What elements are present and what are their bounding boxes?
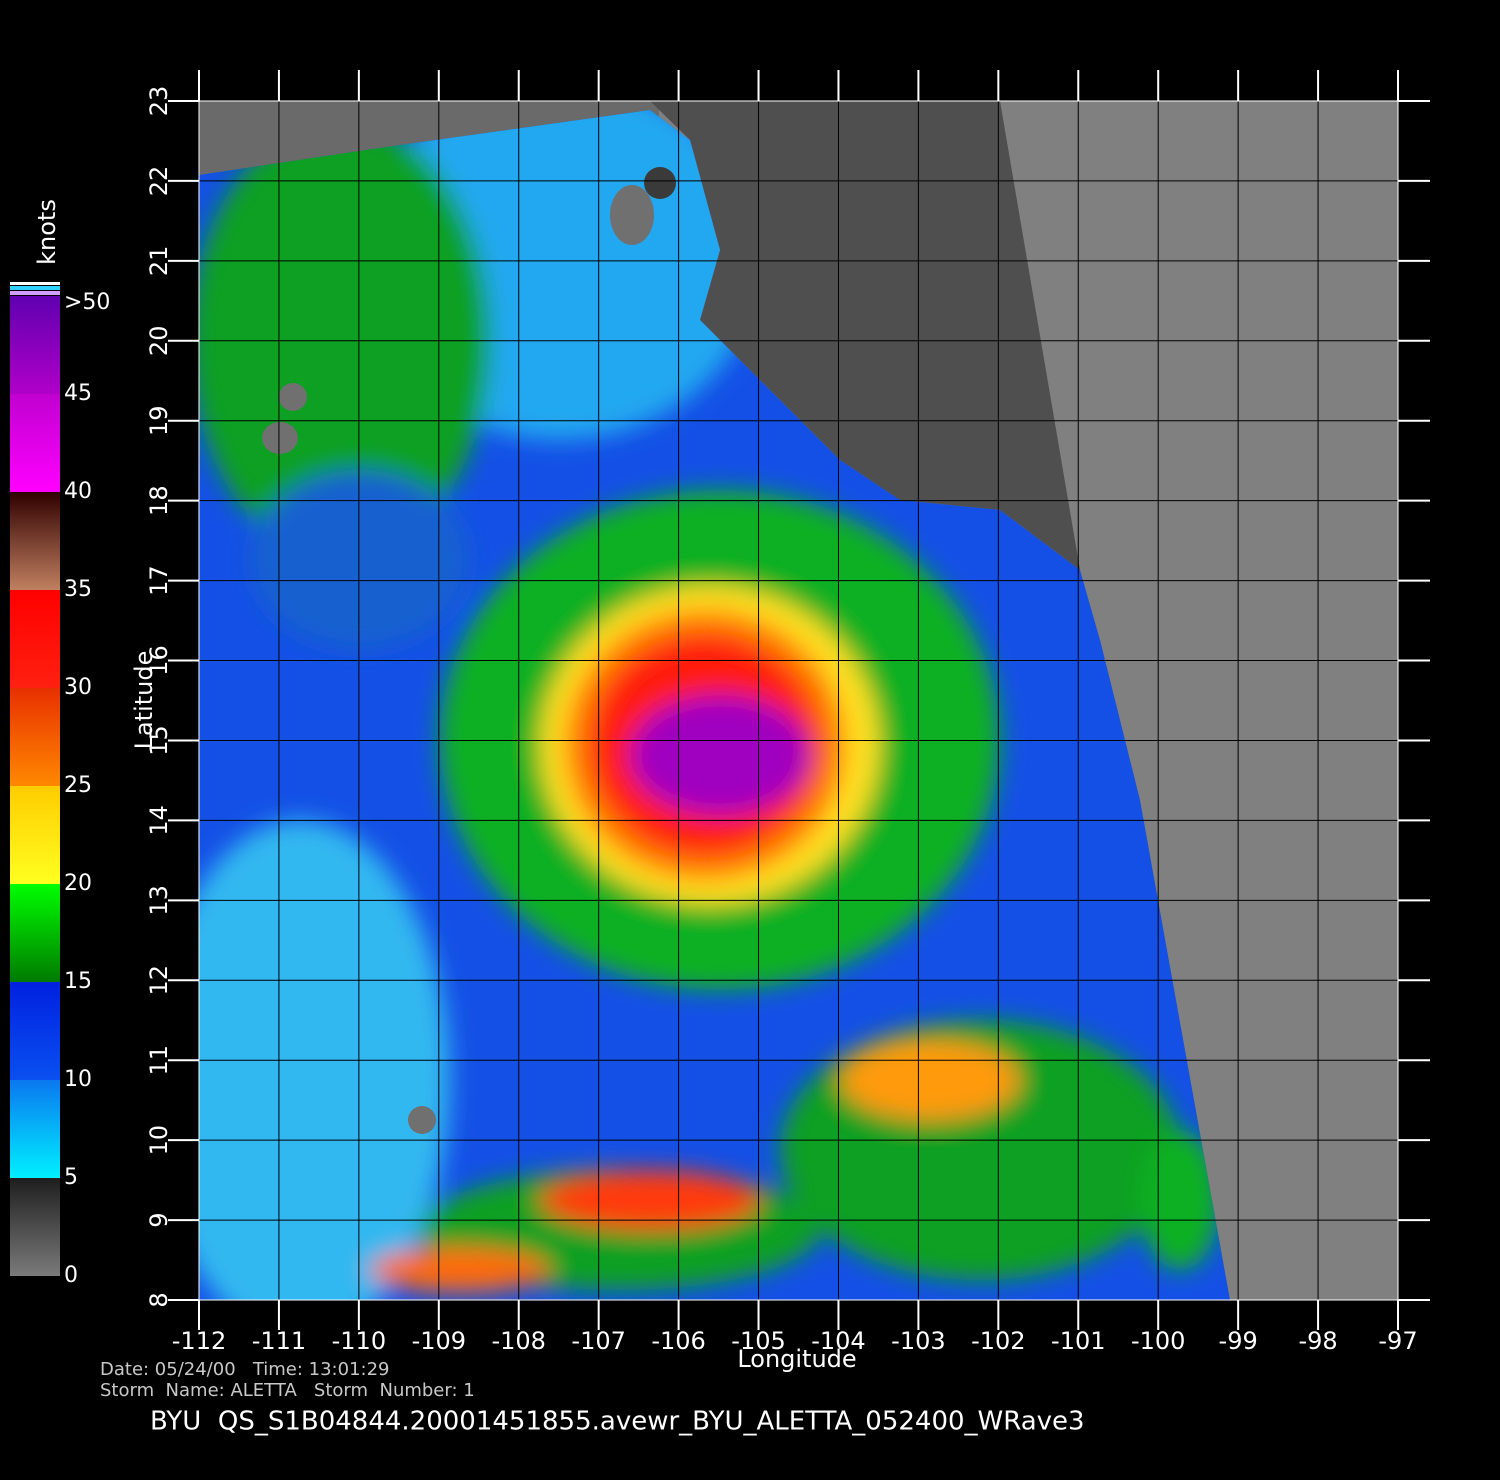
- x-tick-label: -103: [891, 1327, 945, 1355]
- y-tick-label: 10: [145, 1125, 173, 1156]
- colorbar-label: 45: [64, 381, 92, 406]
- colorbar-segment: [10, 884, 60, 982]
- x-tick-label: -108: [491, 1327, 545, 1355]
- y-tick-label: 19: [145, 405, 173, 436]
- date-line: Date: 05/24/00 Time: 13:01:29: [100, 1359, 390, 1380]
- file-title: BYU QS_S1B04844.20001451855.avewr_BYU_AL…: [150, 1407, 1085, 1437]
- x-tick-label: -105: [731, 1327, 785, 1355]
- colorbar-segment: [10, 688, 60, 786]
- y-tick-label: 21: [145, 246, 173, 277]
- colorbar-label: 15: [64, 969, 92, 994]
- x-axis-label: Longitude: [737, 1345, 856, 1373]
- x-tick-label: -112: [172, 1327, 226, 1355]
- x-tick-label: -111: [252, 1327, 306, 1355]
- y-axis-label: Latitude: [130, 651, 158, 750]
- colorbar-segment: [10, 786, 60, 884]
- colorbar-cap: [10, 286, 60, 290]
- x-tick-label: -107: [571, 1327, 625, 1355]
- x-tick-label: -100: [1131, 1327, 1185, 1355]
- map-image: [199, 101, 1398, 1300]
- colorbar-segment: [10, 590, 60, 688]
- x-tick-label: -101: [1051, 1327, 1105, 1355]
- y-tick-label: 23: [145, 86, 173, 117]
- y-tick-label: 20: [145, 326, 173, 357]
- y-tick-label: 11: [145, 1045, 173, 1076]
- y-tick-label: 12: [145, 965, 173, 996]
- y-tick-label: 14: [145, 805, 173, 836]
- colorbar-segment: [10, 1080, 60, 1178]
- y-tick-label: 8: [145, 1292, 173, 1307]
- colorbar-segment: [10, 296, 60, 394]
- x-tick-label: -102: [971, 1327, 1025, 1355]
- x-tick-label: -109: [412, 1327, 466, 1355]
- colorbar-label: 35: [64, 577, 92, 602]
- colorbar-title: knots: [33, 199, 61, 265]
- y-tick-label: 9: [145, 1212, 173, 1227]
- colorbar-label: 10: [64, 1067, 92, 1092]
- colorbar-label: 0: [64, 1263, 78, 1288]
- y-tick-label: 15: [145, 725, 173, 756]
- colorbar-segment: [10, 1178, 60, 1276]
- x-tick-label: -106: [651, 1327, 705, 1355]
- colorbar-label: 25: [64, 773, 92, 798]
- colorbar-label: 20: [64, 871, 92, 896]
- colorbar-segment: [10, 982, 60, 1080]
- x-tick-label: -97: [1378, 1327, 1417, 1355]
- x-tick-label: -104: [811, 1327, 865, 1355]
- x-tick-label: -110: [332, 1327, 386, 1355]
- colorbar-cap: [10, 282, 60, 285]
- colorbar-cap: [10, 291, 60, 295]
- y-tick-label: 18: [145, 485, 173, 516]
- x-tick-label: -99: [1219, 1327, 1258, 1355]
- colorbar-segment: [10, 394, 60, 492]
- y-tick-label: 17: [145, 565, 173, 596]
- map-frame: [198, 100, 1399, 1301]
- colorbar-label: 40: [64, 479, 92, 504]
- colorbar-label: 30: [64, 675, 92, 700]
- storm-line: Storm Name: ALETTA Storm Number: 1: [100, 1380, 475, 1401]
- y-tick-label: 22: [145, 166, 173, 197]
- colorbar-segment: [10, 492, 60, 590]
- y-tick-label: 16: [145, 645, 173, 676]
- colorbar-label: 5: [64, 1165, 78, 1190]
- y-tick-label: 13: [145, 885, 173, 916]
- x-tick-label: -98: [1298, 1327, 1337, 1355]
- colorbar-label: >50: [64, 290, 110, 315]
